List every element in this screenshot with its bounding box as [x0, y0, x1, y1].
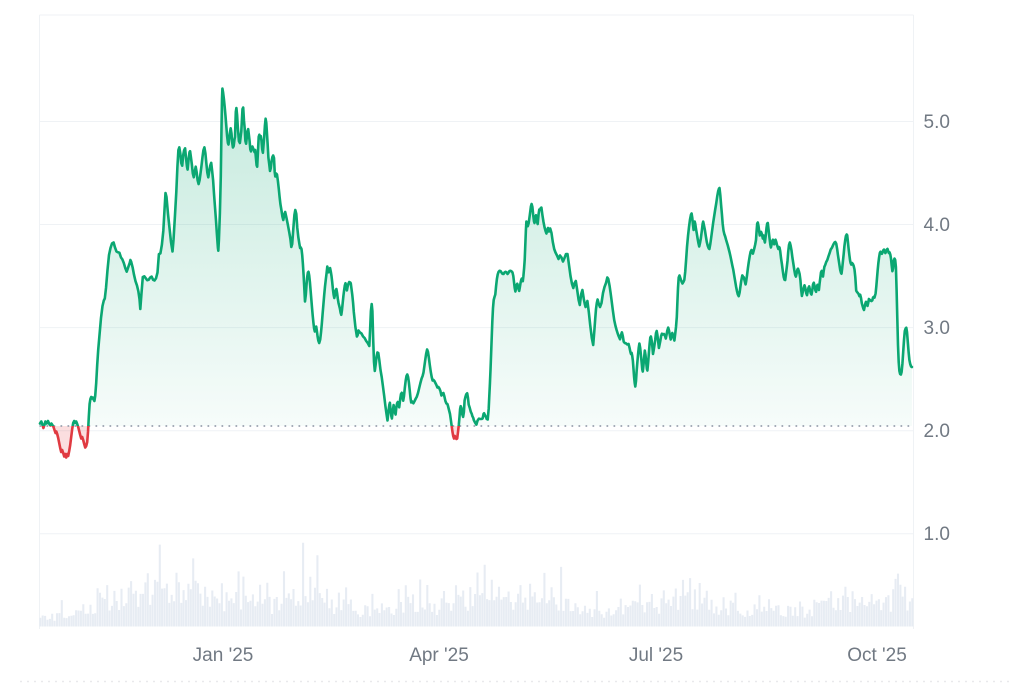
svg-text:2.0: 2.0 [924, 421, 950, 442]
svg-text:Jan '25: Jan '25 [193, 645, 254, 666]
svg-text:3.0: 3.0 [924, 318, 950, 339]
svg-text:1.0: 1.0 [924, 524, 950, 545]
svg-text:5.0: 5.0 [924, 112, 950, 133]
svg-text:Jul '25: Jul '25 [629, 645, 683, 666]
svg-text:4.0: 4.0 [924, 215, 950, 236]
svg-text:Oct '25: Oct '25 [847, 645, 907, 666]
svg-text:Apr '25: Apr '25 [409, 645, 469, 666]
